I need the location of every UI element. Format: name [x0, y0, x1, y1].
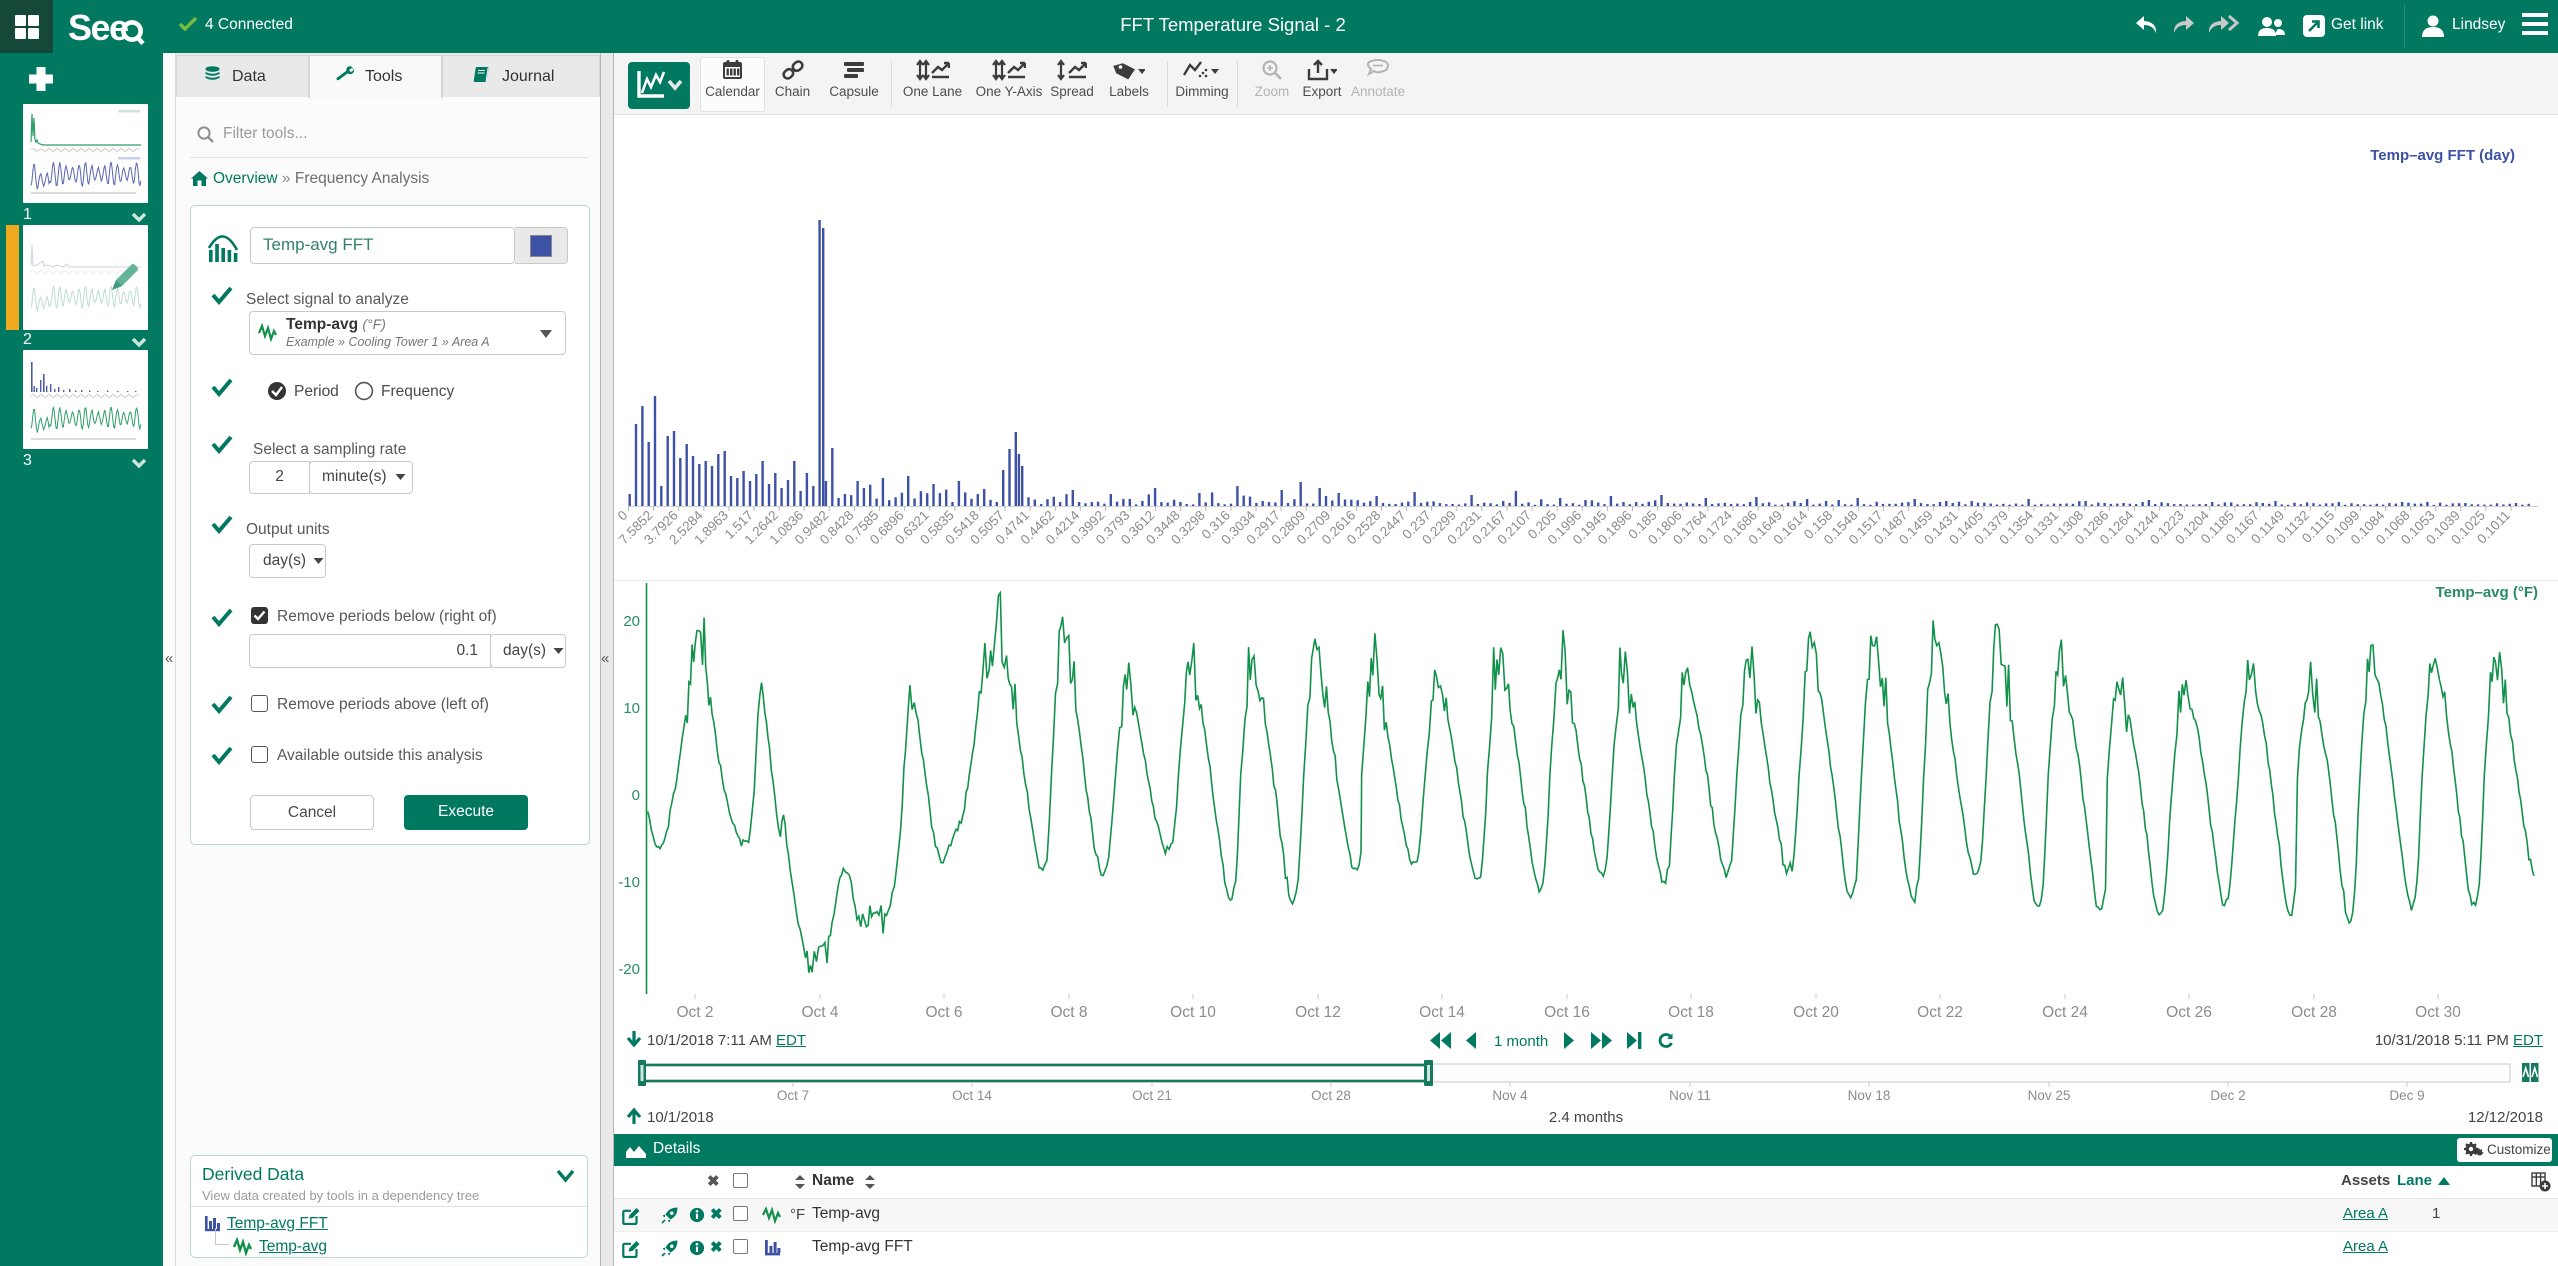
svg-text:Oct 14: Oct 14: [1419, 1004, 1465, 1021]
svg-text:Nov 11: Nov 11: [1669, 1088, 1711, 1103]
svg-text:Oct 18: Oct 18: [1668, 1004, 1714, 1021]
svg-text:Nov 4: Nov 4: [1492, 1088, 1528, 1103]
svg-text:Oct 7: Oct 7: [777, 1088, 809, 1103]
svg-text:-10: -10: [618, 874, 640, 891]
svg-text:10: 10: [623, 700, 640, 717]
svg-text:Oct 14: Oct 14: [952, 1088, 992, 1103]
svg-text:See: See: [68, 10, 128, 46]
svg-text:Oct 24: Oct 24: [2042, 1004, 2088, 1021]
svg-text:Oct 22: Oct 22: [1917, 1004, 1963, 1021]
svg-text:Oct 6: Oct 6: [925, 1004, 962, 1021]
svg-text:Dec 2: Dec 2: [2210, 1088, 2245, 1103]
svg-text:Dec 9: Dec 9: [2389, 1088, 2424, 1103]
svg-text:Oct 30: Oct 30: [2415, 1004, 2461, 1021]
svg-text:Oct 8: Oct 8: [1050, 1004, 1087, 1021]
svg-text:Oct 26: Oct 26: [2166, 1004, 2212, 1021]
svg-text:0: 0: [632, 787, 640, 804]
svg-text:Oct 16: Oct 16: [1544, 1004, 1590, 1021]
svg-text:Oct 2: Oct 2: [676, 1004, 713, 1021]
svg-text:Temp–avg FFT (day): Temp–avg FFT (day): [2370, 147, 2515, 164]
svg-text:-20: -20: [618, 961, 640, 978]
svg-text:Oct 28: Oct 28: [1311, 1088, 1351, 1103]
svg-text:Nov 25: Nov 25: [2028, 1088, 2071, 1103]
svg-text:Oct 4: Oct 4: [801, 1004, 838, 1021]
svg-text:Temp–avg (°F): Temp–avg (°F): [2436, 584, 2538, 601]
svg-text:1 month: 1 month: [1494, 1033, 1548, 1050]
svg-text:20: 20: [623, 613, 640, 630]
svg-text:Nov 18: Nov 18: [1848, 1088, 1891, 1103]
svg-text:Oct 12: Oct 12: [1295, 1004, 1341, 1021]
svg-text:Oct 20: Oct 20: [1793, 1004, 1839, 1021]
svg-text:Oct 21: Oct 21: [1132, 1088, 1172, 1103]
svg-text:Oct 28: Oct 28: [2291, 1004, 2337, 1021]
svg-text:Oct 10: Oct 10: [1170, 1004, 1216, 1021]
